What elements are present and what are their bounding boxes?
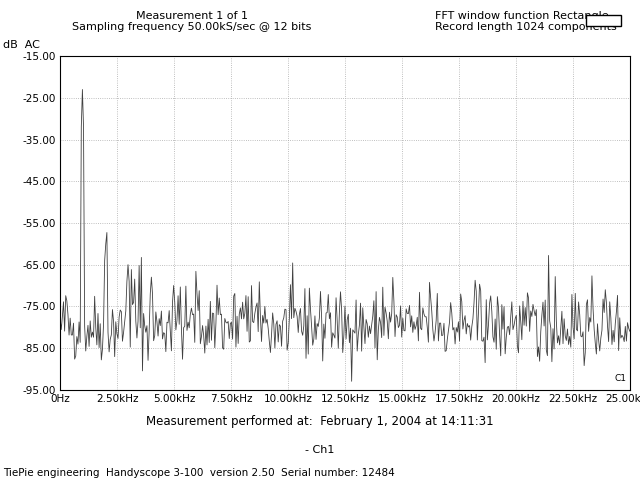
- Text: FFT window function Rectangle: FFT window function Rectangle: [435, 11, 609, 21]
- Text: Measurement performed at:  February 1, 2004 at 14:11:31: Measurement performed at: February 1, 20…: [146, 415, 494, 428]
- Text: C1: C1: [615, 374, 627, 383]
- Text: Sampling frequency 50.00kS/sec @ 12 bits: Sampling frequency 50.00kS/sec @ 12 bits: [72, 22, 312, 32]
- Text: dB  AC: dB AC: [3, 40, 40, 50]
- Text: - Ch1: - Ch1: [305, 445, 335, 455]
- Text: Record length 1024 components: Record length 1024 components: [435, 22, 617, 32]
- Text: TiePie engineering  Handyscope 3-100  version 2.50  Serial number: 12484: TiePie engineering Handyscope 3-100 vers…: [3, 468, 395, 478]
- Text: Measurement 1 of 1: Measurement 1 of 1: [136, 11, 248, 21]
